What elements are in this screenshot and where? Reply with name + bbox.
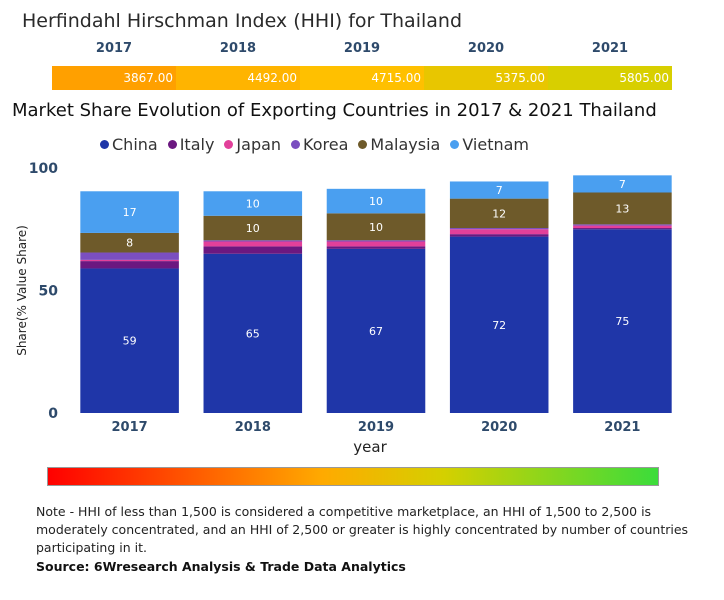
legend-swatch — [100, 139, 109, 149]
bar-segment-vietnam — [80, 191, 179, 233]
hhi-year-row: 2017 2018 2019 2020 2021 — [52, 41, 672, 59]
bar-segment-malaysia — [80, 232, 179, 253]
bar-segment-china — [80, 268, 179, 413]
bar-segment-japan — [80, 259, 179, 262]
x-tick-label: 2017 — [112, 420, 148, 435]
legend-label: Japan — [236, 134, 282, 154]
legend-label: Italy — [179, 134, 215, 154]
x-tick-label: 2021 — [604, 420, 640, 435]
y-axis-label: Share(% Value Share) — [15, 225, 29, 356]
bar-segment-italy — [80, 261, 179, 269]
hhi-value-cell: 4492.00 — [176, 66, 300, 90]
legend-label: Vietnam — [462, 134, 530, 154]
bar-segment-china — [449, 236, 549, 413]
data-label: 12 — [492, 207, 506, 220]
hhi-year-label: 2019 — [343, 41, 381, 56]
bar-segment-korea — [573, 224, 672, 226]
y-tick-label: 100 — [29, 161, 58, 177]
y-tick-label: 0 — [48, 406, 58, 422]
data-label: 10 — [369, 221, 383, 234]
hhi-value-cell: 5375.00 — [424, 66, 548, 90]
legend-label: Korea — [303, 134, 349, 154]
hhi-year-label: 2020 — [467, 41, 505, 56]
bar-segment-korea — [449, 228, 549, 230]
bar-segment-china — [203, 253, 303, 413]
bar-segment-italy — [573, 228, 672, 230]
hhi-year-label: 2021 — [591, 41, 629, 56]
bar-segment-japan — [573, 225, 672, 229]
bar-segment-malaysia — [203, 215, 303, 241]
hhi-value-cell: 3867.00 — [52, 66, 176, 90]
bar-segment-japan — [449, 229, 549, 235]
hhi-title: Herfindahl Hirschman Index (HHI) for Tha… — [22, 10, 463, 32]
bar-segment-italy — [449, 234, 549, 237]
data-label: 7 — [496, 184, 503, 197]
bar-segment-vietnam — [449, 181, 549, 199]
hhi-year-label: 2017 — [95, 41, 133, 56]
legend-item-italy: Italy — [167, 134, 215, 154]
x-tick-label: 2018 — [235, 420, 271, 435]
data-label: 59 — [123, 335, 137, 348]
bar-segment-vietnam — [203, 191, 303, 216]
bar-segment-korea — [326, 240, 426, 242]
legend-label: China — [112, 134, 158, 154]
bar-segment-malaysia — [326, 213, 426, 241]
bar-segment-malaysia — [449, 198, 549, 229]
legend-swatch — [167, 139, 177, 149]
data-label: 17 — [123, 206, 137, 219]
data-label: 10 — [246, 198, 260, 211]
hhi-value-cell: 5805.00 — [548, 66, 672, 90]
data-label: 72 — [492, 319, 506, 332]
bar-segment-malaysia — [573, 192, 672, 225]
hhi-value-cell: 4715.00 — [300, 66, 424, 90]
bar-segment-china — [573, 229, 672, 413]
chart-title: Market Share Evolution of Exporting Coun… — [12, 100, 657, 121]
concentration-gradient-bar — [47, 467, 659, 486]
bar-segment-japan — [326, 241, 426, 247]
bar-segment-italy — [203, 246, 303, 254]
data-label: 8 — [126, 237, 133, 250]
bar-segment-korea — [80, 252, 179, 260]
bar-segment-italy — [326, 246, 426, 249]
data-label: 10 — [246, 222, 260, 235]
data-label: 75 — [615, 315, 629, 328]
hhi-value-band: 3867.00 4492.00 4715.00 5375.00 5805.00 — [52, 66, 672, 90]
legend-swatch — [291, 139, 301, 149]
bar-segment-china — [326, 248, 426, 413]
legend-item-korea: Korea — [291, 135, 348, 154]
y-tick-label: 50 — [39, 284, 59, 300]
legend-item-china: China — [100, 135, 158, 154]
x-tick-label: 2019 — [358, 420, 394, 435]
bar-segment-japan — [203, 241, 303, 247]
data-label: 65 — [246, 327, 260, 340]
legend-swatch — [450, 139, 460, 149]
legend-item-japan: Japan — [224, 135, 281, 154]
data-label: 13 — [615, 202, 629, 215]
legend-item-malaysia: Malaysia — [358, 135, 440, 154]
bar-segment-korea — [203, 240, 303, 242]
legend-label: Malaysia — [370, 134, 441, 154]
bar-segment-vietnam — [326, 188, 426, 214]
data-label: 67 — [369, 325, 383, 338]
hhi-year-label: 2018 — [219, 41, 257, 56]
data-label: 7 — [619, 178, 626, 191]
x-tick-label: 2020 — [481, 420, 517, 435]
source-line: Source: 6Wresearch Analysis & Trade Data… — [36, 559, 406, 574]
footnote: Note - HHI of less than 1,500 is conside… — [36, 504, 689, 555]
x-axis-label: year — [353, 438, 387, 456]
chart-legend: China Italy Japan Korea Malaysia Vietnam — [100, 133, 529, 155]
legend-swatch — [358, 139, 368, 149]
legend-item-vietnam: Vietnam — [450, 135, 529, 154]
legend-swatch — [224, 139, 234, 149]
bar-segment-vietnam — [573, 175, 672, 193]
stacked-bar-chart: 0 50 100 Share(% Value Share) 59 8 17 2017 65 10 1… — [15, 161, 672, 456]
data-label: 10 — [369, 195, 383, 208]
